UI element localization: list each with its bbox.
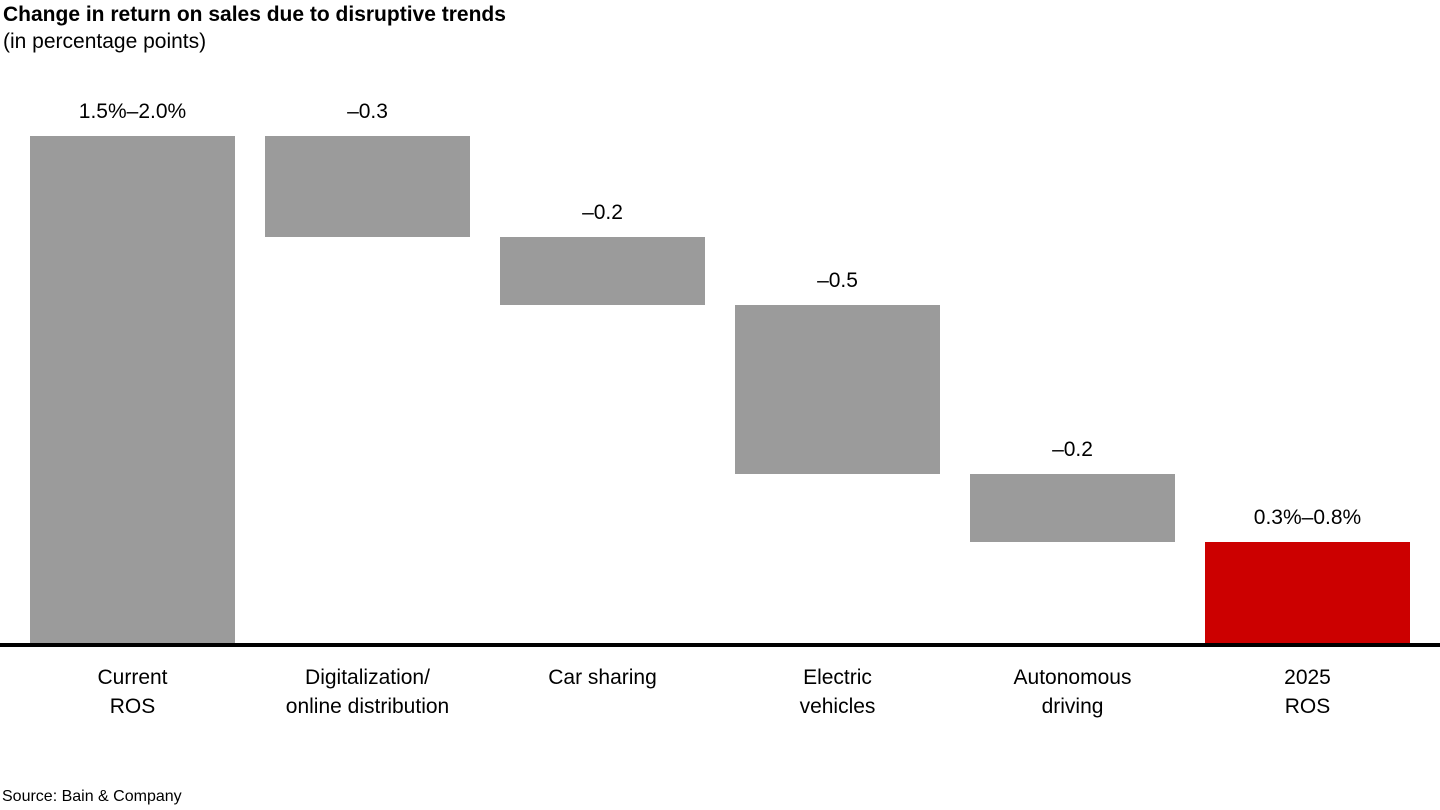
bar-value-label: 1.5%–2.0% <box>78 100 187 123</box>
x-axis-category-label: Current ROS <box>97 666 168 718</box>
bar-value-label: –0.2 <box>582 201 623 225</box>
waterfall-bar <box>735 305 940 474</box>
x-axis-category-label: Car sharing <box>548 666 657 689</box>
waterfall-bar <box>1205 541 1410 643</box>
waterfall-bar <box>30 136 235 643</box>
waterfall-bar <box>265 136 470 238</box>
waterfall-bar <box>970 474 1175 542</box>
x-axis-category-label: Digitalization/ online distribution <box>285 666 450 718</box>
x-axis-line <box>0 643 1440 647</box>
chart-subtitle: (in percentage points) <box>3 30 207 53</box>
x-axis-category-label: Autonomous driving <box>1013 666 1132 718</box>
chart-header: Change in return on sales due to disrupt… <box>3 0 506 55</box>
bar-value-label: –0.3 <box>347 100 388 123</box>
x-axis-category-label: 2025 ROS <box>1284 666 1331 718</box>
bar-value-label: 0.3%–0.8% <box>1253 505 1362 529</box>
chart-title: Change in return on sales due to disrupt… <box>3 3 506 26</box>
bar-value-label: –0.5 <box>817 269 858 292</box>
waterfall-bar <box>500 237 705 305</box>
bar-value-label: –0.2 <box>1052 438 1093 461</box>
x-axis-category-label: Electric vehicles <box>799 666 876 718</box>
source-note: Source: Bain & Company <box>2 788 182 805</box>
